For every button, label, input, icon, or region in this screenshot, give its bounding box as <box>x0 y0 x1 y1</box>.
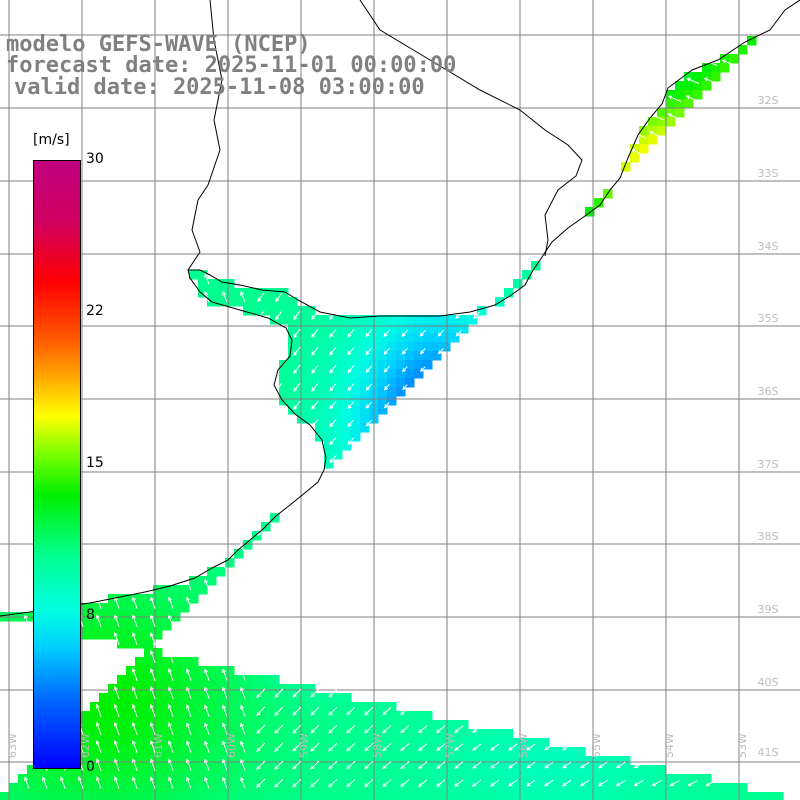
lon-label: 60W <box>225 733 238 758</box>
river-line <box>187 0 223 271</box>
lat-label: 32S <box>758 94 779 107</box>
border-line <box>359 0 583 257</box>
coastline <box>0 0 800 617</box>
lon-label: 56W <box>517 733 530 758</box>
lon-label: 58W <box>371 733 384 758</box>
lon-label: 62W <box>79 733 92 758</box>
forecast-date: forecast date: 2025-11-01 00:00:00 <box>6 53 457 78</box>
lat-label: 37S <box>758 458 779 471</box>
colorbar <box>33 160 81 769</box>
lon-label: 61W <box>152 733 165 758</box>
lon-label: 54W <box>663 733 676 758</box>
model-title: modelo GEFS-WAVE (NCEP) <box>6 32 311 57</box>
lon-label: 53W <box>736 733 749 758</box>
colorbar-tick-0: 0 <box>86 759 95 775</box>
lat-label: 40S <box>758 676 779 689</box>
lon-label: 57W <box>444 733 457 758</box>
wind-arrows <box>23 41 754 789</box>
lon-label: 63W <box>6 733 19 758</box>
lon-label: 59W <box>298 733 311 758</box>
lat-label: 34S <box>758 240 779 253</box>
colorbar-tick-30: 30 <box>86 151 104 167</box>
colorbar-tick-15: 15 <box>86 455 104 471</box>
colorbar-tick-22: 22 <box>86 303 104 319</box>
lat-label: 39S <box>758 603 779 616</box>
lon-label: 55W <box>590 733 603 758</box>
lat-label: 35S <box>758 312 779 325</box>
colorbar-tick-8: 8 <box>86 607 95 623</box>
longitude-labels: 63W 62W 61W 60W 59W 58W 57W 56W 55W 54W 53W <box>6 733 749 758</box>
lat-label: 33S <box>758 167 779 180</box>
lat-label: 41S <box>758 746 779 759</box>
lat-label: 38S <box>758 530 779 543</box>
lat-label: 36S <box>758 385 779 398</box>
latitude-labels: 32S 33S 34S 35S 36S 37S 38S 39S 40S 41S <box>758 94 779 759</box>
colorbar-units: [m/s] <box>33 132 70 148</box>
valid-date: valid date: 2025-11-08 03:00:00 <box>14 75 425 100</box>
